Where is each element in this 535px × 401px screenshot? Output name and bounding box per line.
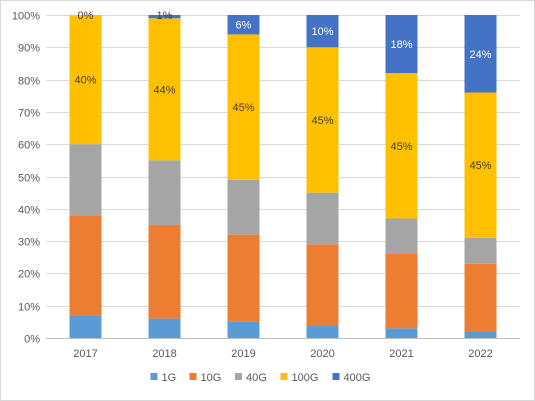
x-axis: 2017 2018 2019 2020 2021 2022 [73,348,492,360]
bar-segment-40g [464,237,497,264]
bar-segment-10g [464,263,497,332]
y-tick-label: 40% [18,205,40,217]
y-tick-label: 60% [18,140,40,152]
bar-segment-40g [148,160,181,225]
data-label: 40% [74,75,96,87]
y-tick-label: 70% [18,108,40,120]
legend-item-10g[interactable]: 10G [189,372,222,384]
x-tick-label: 2020 [310,348,334,360]
data-label: 45% [469,160,491,172]
bar-segment-10g [69,215,102,316]
bar-segment-40g [306,192,339,245]
legend-item-100g[interactable]: 100G [280,372,319,384]
bar-segment-100g [148,18,181,161]
y-tick-label: 90% [18,43,40,55]
y-tick-label: 30% [18,237,40,249]
data-label: 6% [236,20,252,32]
bar-segment-10g [306,244,339,326]
y-axis: 0% 10% 20% 30% 40% 50% 60% 70% 80% 90% 100% [12,11,40,346]
data-label: 0% [78,10,94,22]
bar-segment-10g [148,224,181,319]
legend-swatch [235,373,242,380]
bar-segment-40g [385,218,418,255]
data-label: 45% [390,141,412,153]
data-label: 1% [157,10,173,22]
bar-segment-400g [464,15,497,93]
data-label: 10% [311,26,333,38]
legend-swatch [332,373,340,380]
x-tick-label: 2022 [468,348,492,360]
legend-label: 400G [344,372,371,384]
data-label: 44% [153,84,175,96]
bar-segment-400g [227,15,260,35]
bar-segment-1g [148,318,181,338]
y-tick-label: 80% [18,76,40,88]
legend-label: 40G [246,372,267,384]
bar-segment-40g [69,144,102,216]
legend[interactable]: 1G 10G 40G 100G 400G [150,372,371,384]
x-tick-label: 2021 [389,348,413,360]
data-label: 45% [311,115,333,127]
legend-swatch [150,373,158,380]
bar-segment-400g [306,15,339,48]
bar-segment-40g [227,179,260,235]
bar-segment-1g [227,321,260,338]
data-label: 18% [390,39,412,51]
y-tick-label: 50% [18,173,40,185]
y-tick-label: 100% [12,11,40,23]
bar-segment-1g [306,325,339,338]
gridlines [46,15,520,339]
legend-item-1g[interactable]: 1G [150,372,177,384]
legend-item-400g[interactable]: 400G [332,372,371,384]
legend-label: 1G [162,372,177,384]
x-tick-label: 2018 [152,348,176,360]
bar-segment-1g [69,315,102,338]
bar-segment-100g [464,92,497,238]
y-tick-label: 20% [18,269,40,281]
bar-segment-100g [306,47,339,193]
legend-label: 100G [292,372,319,384]
bar-segment-1g [385,328,418,338]
x-tick-label: 2019 [231,348,255,360]
legend-label: 10G [201,372,222,384]
bar-segment-400g [148,15,181,19]
data-label: 45% [232,102,254,114]
y-tick-label: 0% [24,334,40,346]
legend-item-40g[interactable]: 40G [235,372,267,384]
legend-swatch [189,373,197,380]
data-labels: 40% 0% 44% 1% 45% 6% 45% 10% 45% 18% 45% 24% [74,10,491,172]
bar-segment-1g [464,331,497,338]
x-tick-label: 2017 [73,348,97,360]
bar-segment-400g [385,15,418,74]
bar-segment-100g [385,73,418,219]
data-label: 24% [469,49,491,61]
bar-segment-100g [227,34,260,180]
legend-swatch [280,373,288,380]
bars [69,15,497,338]
bar-segment-10g [227,234,260,322]
y-tick-label: 10% [18,302,40,314]
bar-segment-100g [69,15,102,145]
bar-segment-10g [385,254,418,329]
